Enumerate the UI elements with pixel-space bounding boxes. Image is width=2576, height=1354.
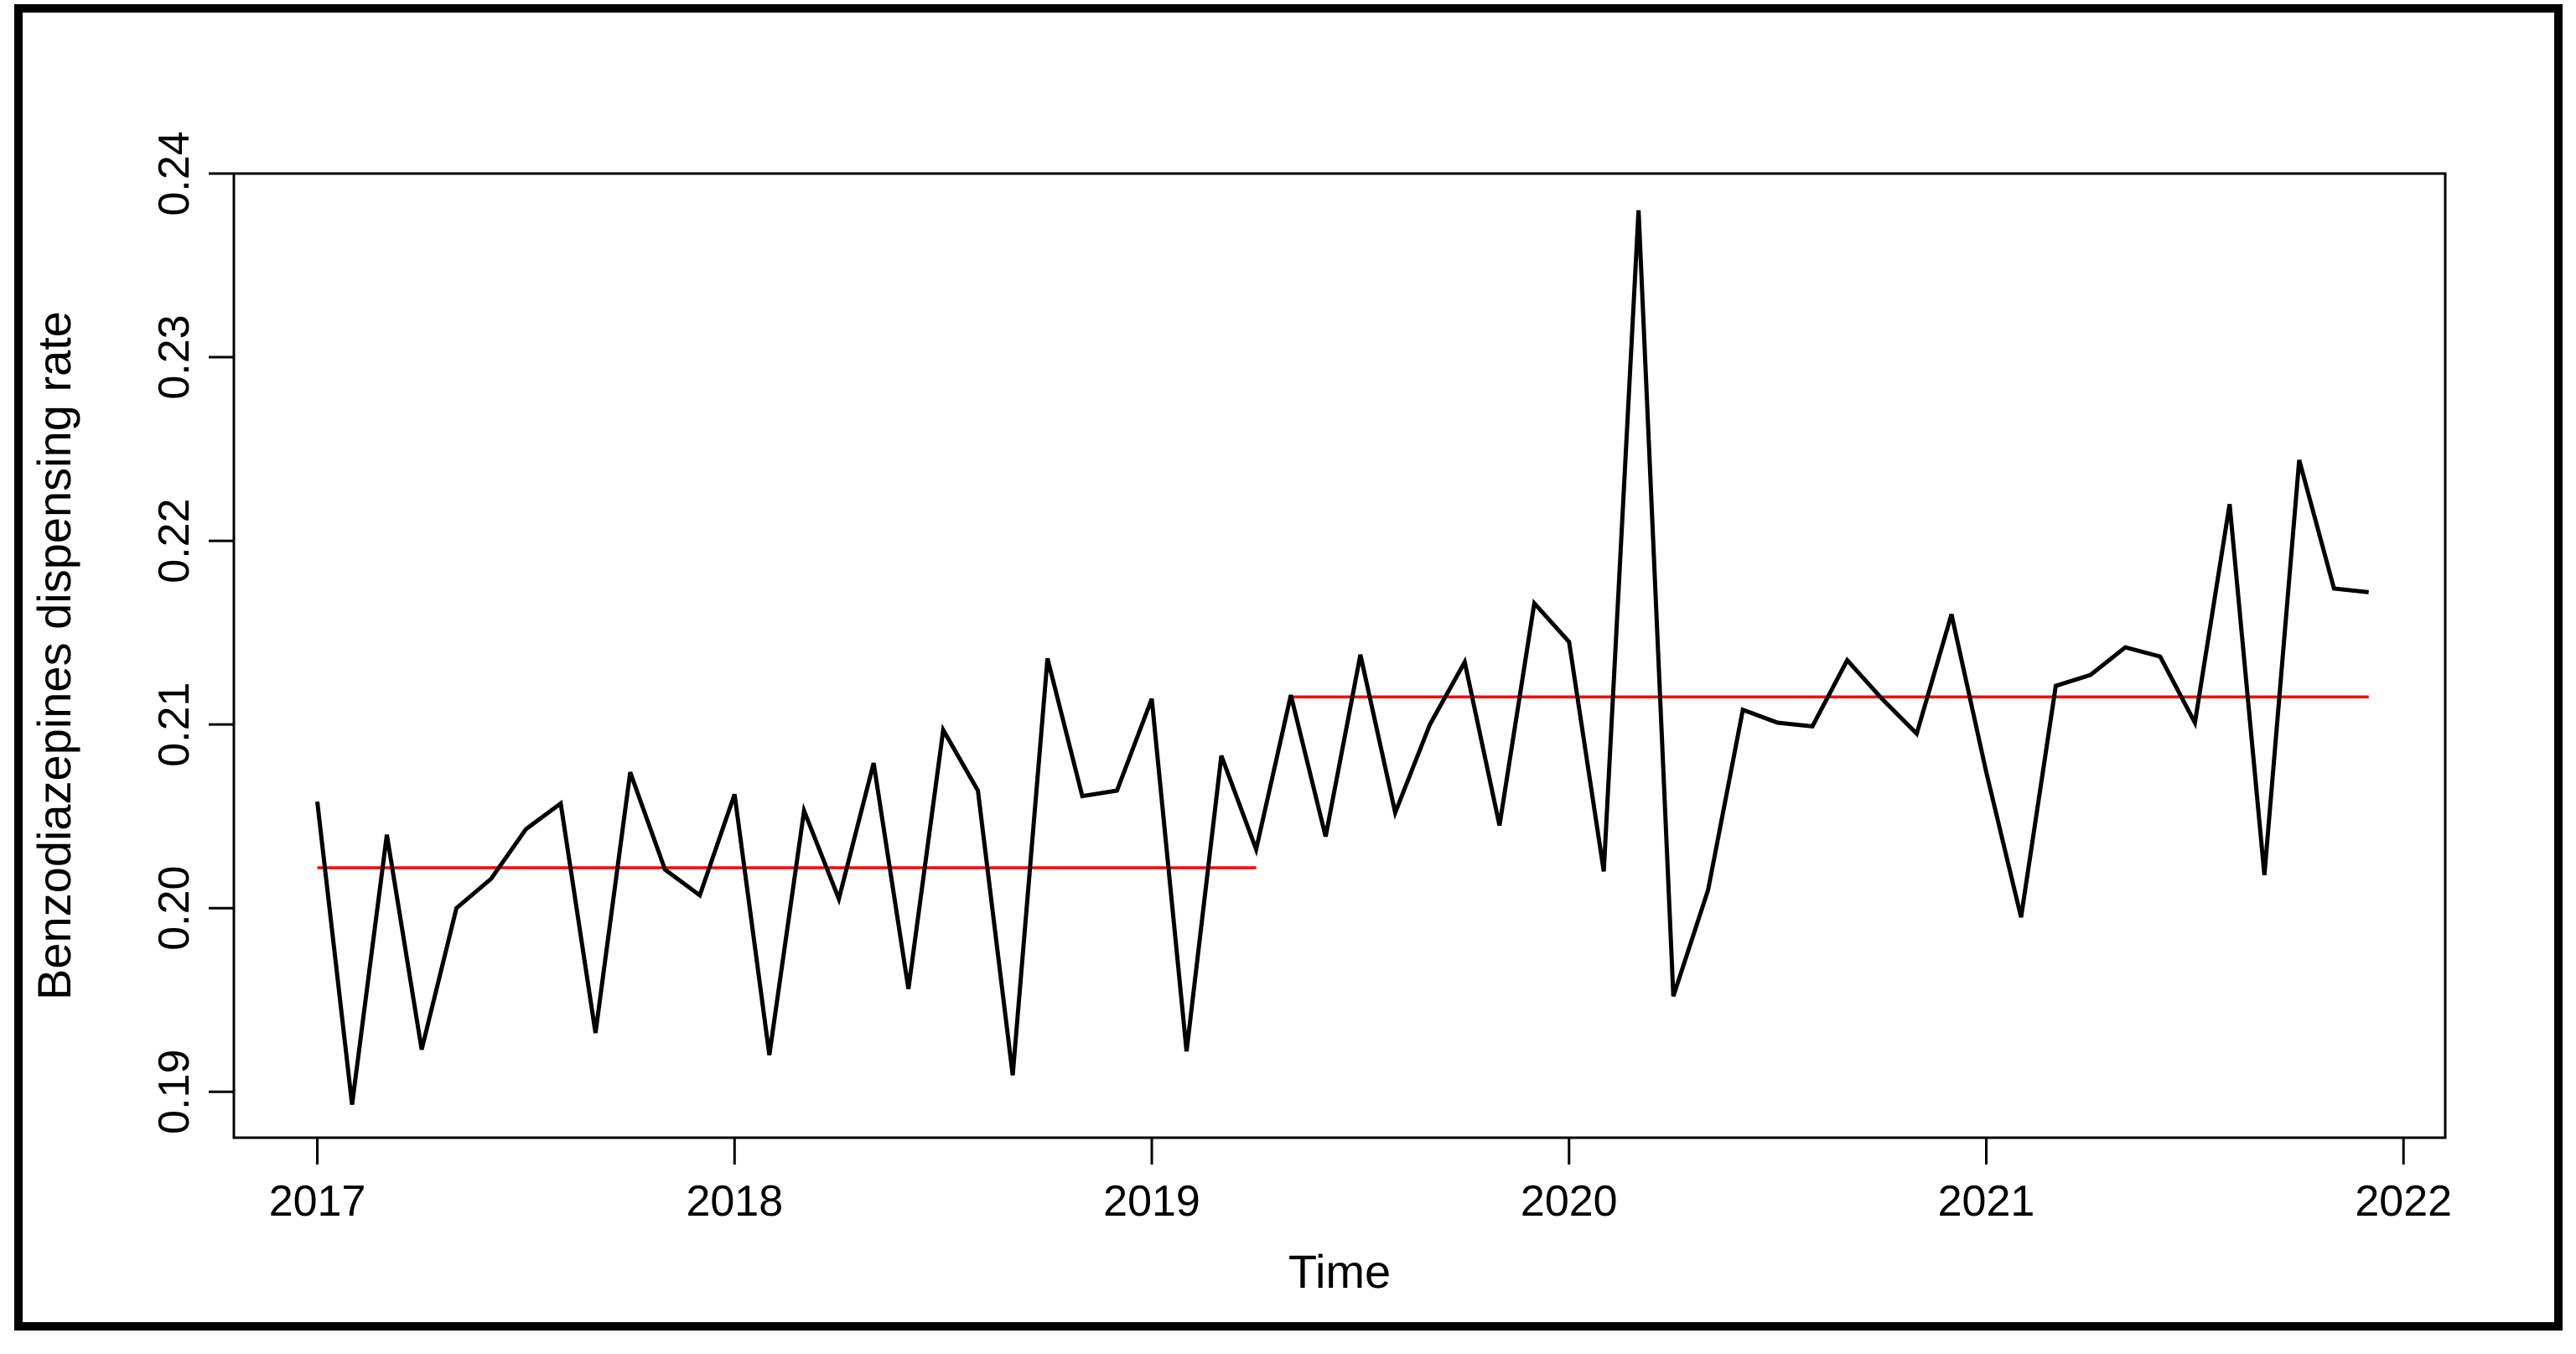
y-tick-label: 0.24 xyxy=(150,131,199,215)
x-axis: 2017 2018 2019 2020 2021 2022 xyxy=(269,1138,2452,1226)
y-tick-label: 0.20 xyxy=(150,866,199,951)
y-axis-title: Benzodiazepines dispensing rate xyxy=(28,311,80,1000)
dispensing-rate-line xyxy=(315,210,2369,1105)
x-tick-label: 2020 xyxy=(1521,1177,1618,1226)
y-tick-label: 0.21 xyxy=(150,682,199,767)
x-axis-title: Time xyxy=(1288,1245,1391,1298)
y-tick-label: 0.23 xyxy=(150,314,199,399)
x-tick-label: 2022 xyxy=(2355,1177,2452,1226)
y-axis: 0.19 0.20 0.21 0.22 0.23 0.24 xyxy=(150,131,234,1134)
data-series xyxy=(315,210,2369,1105)
y-tick-label: 0.22 xyxy=(150,498,199,583)
mean-segment-lines xyxy=(317,695,2369,869)
x-tick-label: 2019 xyxy=(1103,1177,1200,1226)
x-tick-label: 2021 xyxy=(1938,1177,2035,1226)
y-tick-label: 0.19 xyxy=(150,1050,199,1134)
x-tick-label: 2018 xyxy=(686,1177,783,1226)
outer-border xyxy=(14,4,2563,1331)
x-tick-label: 2017 xyxy=(269,1177,366,1226)
plot-box xyxy=(232,172,2447,1139)
